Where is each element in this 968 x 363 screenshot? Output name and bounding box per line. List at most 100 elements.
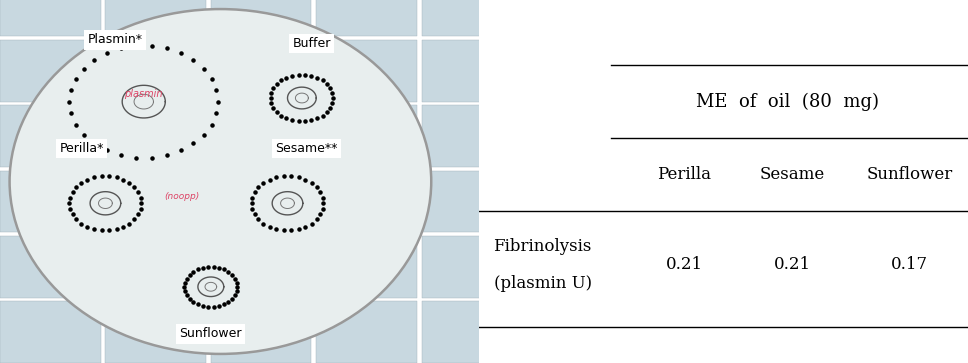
Point [265, 86, 281, 91]
Point [297, 72, 313, 77]
Text: Perilla*: Perilla* [59, 142, 104, 155]
Point [113, 152, 129, 158]
Point [324, 100, 340, 106]
Point [200, 304, 216, 310]
Point [63, 87, 78, 93]
Point [186, 57, 201, 63]
Point [195, 265, 210, 271]
Point [319, 81, 335, 87]
Point [86, 175, 102, 180]
Point [102, 228, 117, 233]
Text: 0.21: 0.21 [773, 257, 810, 273]
Bar [211, 171, 312, 232]
Point [290, 72, 306, 77]
Point [269, 81, 285, 87]
Bar [317, 171, 417, 232]
Point [279, 115, 294, 121]
Point [76, 132, 91, 138]
Point [313, 189, 328, 195]
Point [315, 113, 330, 118]
Point [197, 66, 212, 72]
Point [209, 87, 225, 93]
Point [273, 78, 288, 83]
Bar [0, 301, 101, 363]
Point [261, 224, 277, 230]
Point [276, 173, 291, 179]
Bar [106, 40, 206, 102]
Point [186, 299, 201, 305]
Point [227, 276, 243, 282]
Point [186, 269, 201, 275]
Point [298, 177, 314, 183]
Point [245, 195, 260, 200]
Point [245, 206, 260, 212]
Point [159, 45, 174, 51]
Bar [106, 301, 206, 363]
Point [68, 122, 83, 127]
Point [263, 100, 279, 106]
Text: 0.21: 0.21 [666, 257, 703, 273]
Bar [106, 236, 206, 298]
Bar [211, 301, 312, 363]
Text: Fibrinolysis: Fibrinolysis [494, 238, 591, 255]
Point [322, 105, 338, 110]
Point [134, 200, 149, 206]
Point [102, 173, 117, 179]
Point [244, 200, 259, 206]
Text: (plasmin U): (plasmin U) [494, 275, 591, 291]
Point [265, 105, 281, 110]
Point [256, 221, 271, 227]
Point [206, 304, 222, 310]
Point [297, 119, 313, 125]
Point [86, 226, 102, 232]
Point [228, 288, 244, 294]
Point [177, 288, 193, 294]
Text: Sesame: Sesame [759, 166, 825, 183]
Point [173, 147, 189, 153]
Point [325, 95, 341, 101]
Bar [422, 236, 523, 298]
Point [65, 212, 80, 217]
Point [304, 118, 319, 123]
Bar [0, 40, 101, 102]
Point [182, 295, 197, 301]
Bar [211, 236, 312, 298]
Bar [0, 0, 101, 36]
Bar [0, 171, 101, 232]
Point [216, 266, 231, 272]
Point [309, 184, 324, 190]
Point [128, 43, 143, 49]
Text: Buffer: Buffer [292, 37, 331, 50]
Point [225, 295, 240, 301]
Point [315, 206, 330, 212]
Point [122, 180, 137, 186]
Point [315, 78, 330, 83]
Point [229, 284, 245, 290]
Point [251, 184, 266, 190]
Point [290, 175, 306, 180]
Point [182, 272, 197, 278]
Point [113, 45, 129, 51]
Bar [0, 236, 101, 298]
Point [74, 221, 89, 227]
Point [322, 86, 338, 91]
Point [204, 76, 220, 82]
Point [206, 264, 222, 270]
Text: (noopp): (noopp) [165, 192, 199, 200]
Bar [422, 0, 523, 36]
Bar [422, 301, 523, 363]
Point [269, 109, 285, 115]
Point [79, 177, 95, 183]
Text: 0.17: 0.17 [891, 257, 928, 273]
Point [247, 212, 262, 217]
Point [309, 216, 324, 222]
Point [290, 226, 306, 232]
Bar [211, 105, 312, 167]
Point [279, 75, 294, 81]
Point [108, 175, 124, 180]
Point [69, 184, 84, 190]
Bar [422, 171, 523, 232]
Bar [106, 105, 206, 167]
Point [177, 284, 193, 290]
Bar [211, 40, 312, 102]
